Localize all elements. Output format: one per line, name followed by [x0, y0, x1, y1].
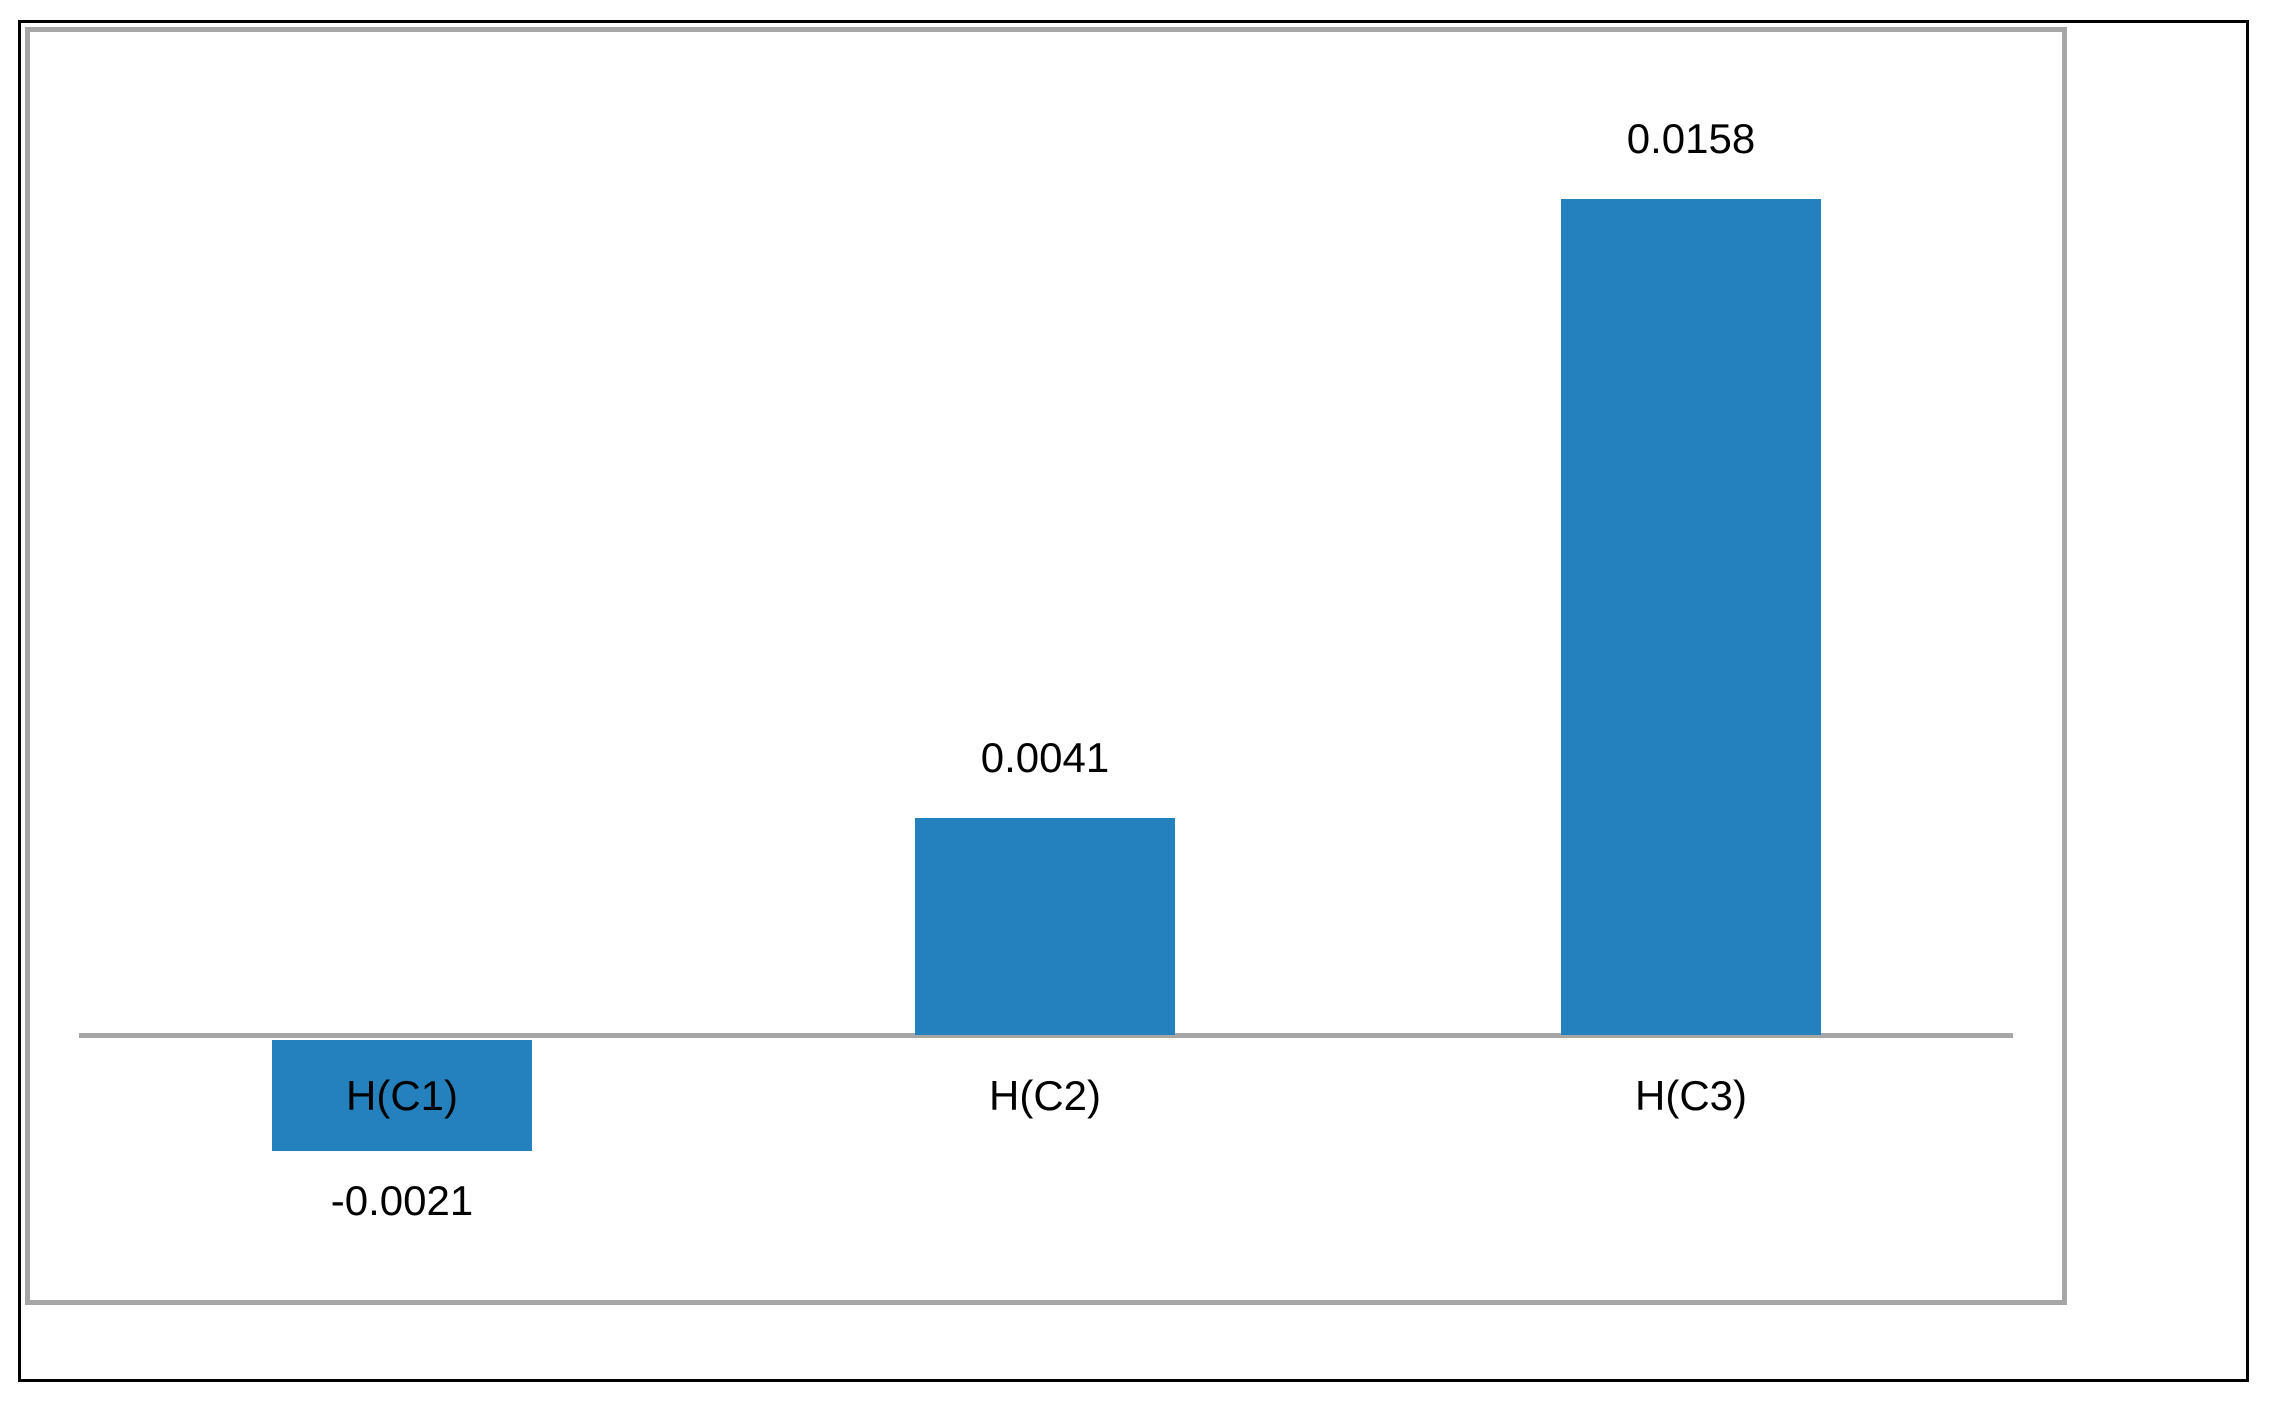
- category-label-H(C1): H(C1): [346, 1072, 458, 1119]
- category-label-H(C3): H(C3): [1635, 1072, 1747, 1119]
- bar-H(C3): [1561, 199, 1821, 1035]
- bar-value-label: -0.0021: [330, 1177, 474, 1224]
- bar-H(C2): [915, 818, 1175, 1035]
- bar-H(C1): [272, 1040, 532, 1151]
- category-label-H(C2): H(C2): [989, 1072, 1101, 1119]
- x-axis-line: [79, 1033, 2013, 1038]
- bar-value-label: 0.0158: [1626, 115, 1756, 162]
- bar-value-label: 0.0041: [980, 734, 1110, 781]
